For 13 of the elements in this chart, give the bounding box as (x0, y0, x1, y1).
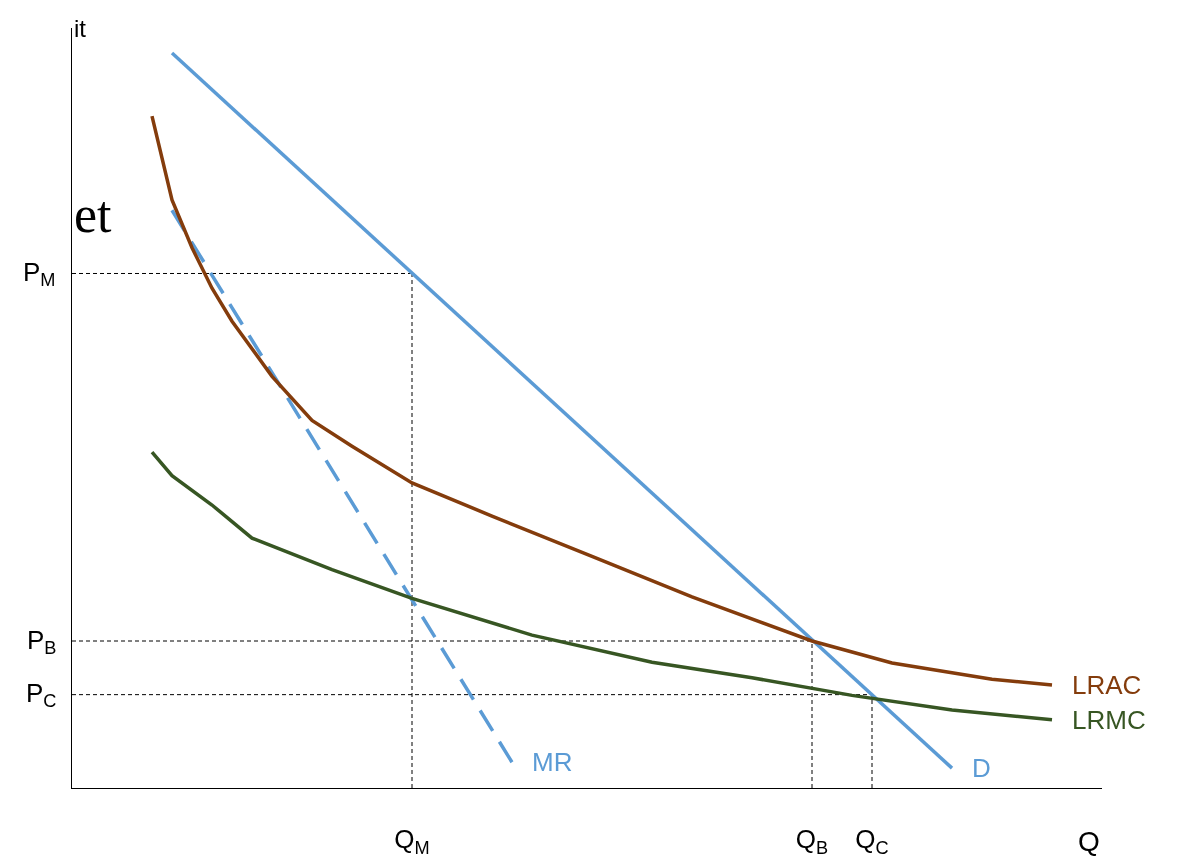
series-label: LRAC (1072, 670, 1142, 700)
annotation: P$_{C}$ (26, 678, 57, 712)
x-tick-label: Q$_{B}$ (795, 824, 829, 858)
annotation: P$_{B}$ (27, 625, 57, 659)
series-label: MR (532, 747, 573, 777)
x-tick-label: Q$_{M}$ (394, 824, 430, 858)
text: it (74, 15, 87, 42)
annotation: P$_{M}$ (23, 257, 56, 291)
x-axis-title: Q (1078, 826, 1100, 857)
series-label: D (972, 753, 991, 783)
series-label: LRMC (1072, 705, 1146, 735)
x-tick-label: Q$_{C}$ (855, 824, 889, 858)
annotation: et (74, 186, 113, 243)
